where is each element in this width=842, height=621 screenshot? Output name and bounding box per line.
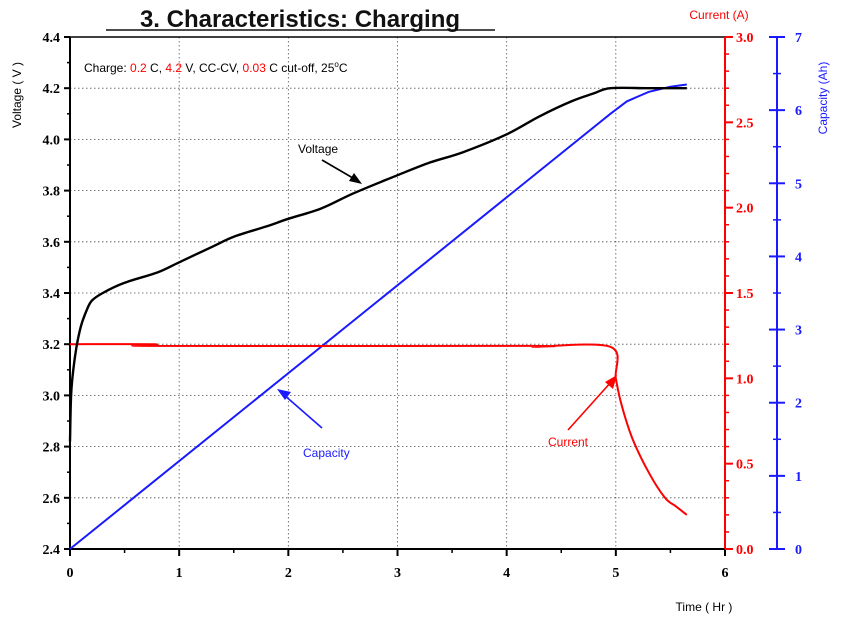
voltage-tick-label: 3.6 — [43, 236, 61, 251]
current-axis-label: Current (A) — [689, 8, 748, 22]
chart-title: 3. Characteristics: Charging — [140, 6, 460, 33]
x-tick-label: 0 — [67, 566, 74, 581]
voltage-tick-label: 2.4 — [43, 543, 61, 558]
capacity-tick-label: 3 — [795, 324, 802, 339]
voltage-tick-label: 3.8 — [43, 185, 61, 200]
capacity-tick-label: 4 — [795, 250, 802, 265]
charge-condition: Charge: 0.2 C, 4.2 V, CC-CV, 0.03 C cut-… — [84, 60, 348, 75]
capacity-tick-label: 6 — [795, 104, 802, 119]
capacity-tick-label: 7 — [795, 31, 802, 46]
voltage-annotation: Voltage — [298, 142, 338, 156]
current-tick-label: 2.5 — [736, 116, 754, 131]
voltage-tick-label: 3.0 — [43, 389, 61, 404]
voltage-arrowhead — [349, 173, 362, 184]
capacity-arrowhead — [277, 389, 291, 400]
capacity-annotation-arrow — [282, 393, 323, 429]
current-arrowhead — [605, 375, 617, 389]
voltage-tick-label: 4.4 — [43, 31, 61, 46]
x-tick-label: 4 — [503, 566, 510, 581]
capacity-tick-label: 0 — [795, 543, 802, 558]
capacity-annotation: Capacity — [303, 446, 350, 460]
voltage-tick-label: 3.2 — [43, 338, 61, 353]
current-tick-label: 1.5 — [736, 287, 754, 302]
voltage-tick-label: 2.6 — [43, 492, 61, 507]
voltage-series-line — [68, 86, 687, 442]
current-annotation-arrow — [567, 380, 613, 431]
current-annotation: Current — [548, 435, 589, 449]
capacity-tick-label: 2 — [795, 397, 802, 412]
current-tick-label: 0.0 — [736, 543, 754, 558]
capacity-axis-label: Capacity (Ah) — [816, 62, 830, 135]
current-tick-label: 1.0 — [736, 372, 754, 387]
grid — [70, 37, 725, 549]
x-tick-label: 6 — [722, 566, 729, 581]
capacity-tick-label: 1 — [795, 470, 802, 485]
voltage-tick-label: 4.0 — [43, 133, 61, 148]
x-tick-label: 3 — [394, 566, 401, 581]
x-tick-label: 1 — [176, 566, 183, 581]
time-axis-label: Time ( Hr ) — [676, 600, 733, 614]
capacity-series-line — [69, 83, 687, 550]
voltage-tick-label: 2.8 — [43, 441, 61, 456]
x-tick-label: 5 — [612, 566, 619, 581]
current-tick-label: 2.0 — [736, 202, 754, 217]
current-tick-label: 3.0 — [736, 31, 754, 46]
current-tick-label: 0.5 — [736, 458, 754, 473]
ticks: 0 1 2 3 4 5 6 2.4 2.6 2.8 3.0 3.2 3.4 3.6 3.8 4.0 4.2 4.4… — [43, 31, 803, 581]
voltage-axis-label: Voltage ( V ) — [10, 62, 24, 128]
voltage-tick-label: 3.4 — [43, 287, 61, 302]
x-tick-label: 2 — [285, 566, 292, 581]
voltage-tick-label: 4.2 — [43, 82, 61, 97]
current-series-line — [69, 343, 688, 516]
capacity-tick-label: 5 — [795, 177, 802, 192]
